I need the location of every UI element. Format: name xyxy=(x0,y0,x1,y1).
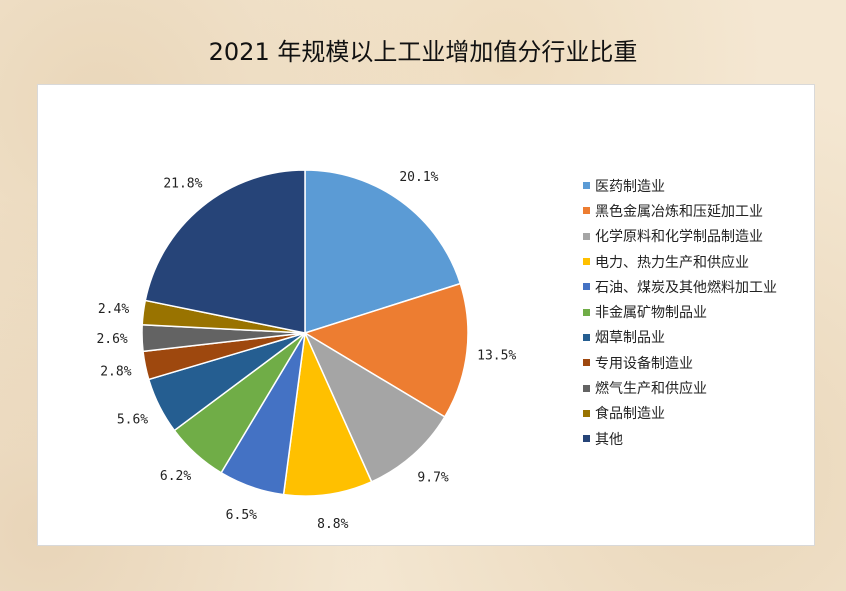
legend-label: 燃气生产和供应业 xyxy=(595,381,707,398)
pie-slice-3 xyxy=(303,331,446,483)
legend-label: 石油、煤炭及其他燃料加工业 xyxy=(595,279,777,296)
slice-value-label: 13.5% xyxy=(477,348,516,363)
legend-label: 医药制造业 xyxy=(595,178,665,195)
slice-value-label: 5.6% xyxy=(117,413,148,428)
legend-label: 黑色金属冶炼和压延加工业 xyxy=(595,203,763,220)
pie-slice-1 xyxy=(304,169,462,335)
pie-chart: 20.1% 13.5% 9.7% 8.8% 6.5% 6.2% 5.6% 2.8% 2.6% 2.… xyxy=(96,169,516,532)
pie-slice-2 xyxy=(303,282,469,418)
legend-item: 燃气生产和供应业 xyxy=(583,375,777,400)
legend-swatch xyxy=(583,182,590,190)
slice-value-label: 8.8% xyxy=(317,517,348,532)
legend-swatch xyxy=(583,232,590,240)
legend-item: 非金属矿物制品业 xyxy=(583,299,777,324)
slice-value-label: 6.2% xyxy=(160,469,191,484)
slice-value-label: 2.8% xyxy=(100,365,131,380)
legend-label: 食品制造业 xyxy=(595,406,665,423)
legend-swatch xyxy=(583,384,590,392)
legend-swatch xyxy=(583,283,590,291)
chart-title: 2021 年规模以上工业增加值分行业比重 xyxy=(208,38,638,66)
legend-item: 食品制造业 xyxy=(583,401,777,426)
legend-item: 专用设备制造业 xyxy=(583,350,777,375)
legend-item: 其他 xyxy=(583,426,777,451)
legend-label: 化学原料和化学制品制造业 xyxy=(595,229,763,246)
legend-label: 非金属矿物制品业 xyxy=(595,305,707,322)
legend-swatch xyxy=(583,207,590,215)
pie-slice-4 xyxy=(282,330,373,497)
slice-value-label: 20.1% xyxy=(399,170,438,185)
legend-item: 黑色金属冶炼和压延加工业 xyxy=(583,198,777,223)
legend-swatch xyxy=(583,359,590,367)
legend: 医药制造业黑色金属冶炼和压延加工业 化学原料和化学制品制造业 电力、热力生产和供应业… xyxy=(583,173,777,451)
legend-label: 烟草制品业 xyxy=(595,330,665,347)
slice-value-label: 2.4% xyxy=(98,302,129,317)
pie-slice-11 xyxy=(144,169,306,334)
slice-value-label: 6.5% xyxy=(226,508,257,523)
legend-swatch xyxy=(583,258,590,266)
slice-value-label: 2.6% xyxy=(96,332,127,347)
legend-item: 医药制造业 xyxy=(583,173,777,198)
legend-item: 石油、煤炭及其他燃料加工业 xyxy=(583,274,777,299)
legend-label: 专用设备制造业 xyxy=(595,355,693,372)
slice-value-label: 9.7% xyxy=(417,470,448,485)
legend-item: 电力、热力生产和供应业 xyxy=(583,249,777,274)
slice-value-label: 21.8% xyxy=(163,177,202,192)
legend-label: 电力、热力生产和供应业 xyxy=(595,254,749,271)
legend-swatch xyxy=(583,435,590,443)
legend-item: 烟草制品业 xyxy=(583,325,777,350)
chart-panel: 20.1% 13.5% 9.7% 8.8% 6.5% 6.2% 5.6% 2.8% 2.6% 2.… xyxy=(37,84,815,546)
legend-swatch xyxy=(583,333,590,341)
legend-item: 化学原料和化学制品制造业 xyxy=(583,224,777,249)
legend-label: 其他 xyxy=(595,431,623,448)
legend-swatch xyxy=(583,409,590,417)
legend-swatch xyxy=(583,308,590,316)
